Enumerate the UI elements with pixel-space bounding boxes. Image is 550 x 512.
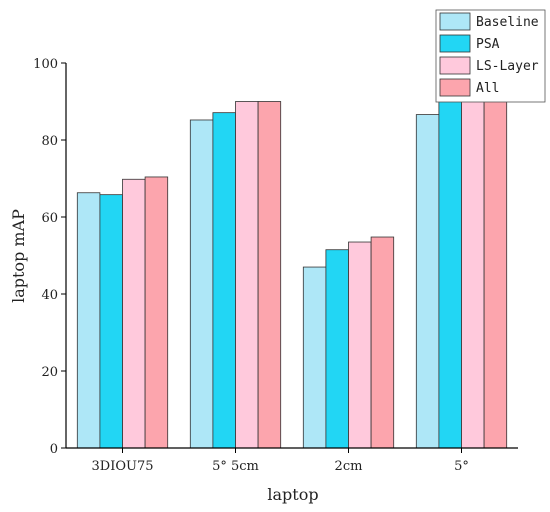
bar-psa-0 [99,194,123,449]
legend-label-ls-layer: LS-Layer [476,59,539,74]
bar-all-1 [257,101,282,449]
bar-ls-layer-2 [348,241,372,449]
bar-baseline-2 [302,266,327,449]
bar-all-3 [483,97,508,449]
x-tick-label: 3DIOU75 [92,459,154,474]
x-axis-title: laptop [267,485,318,504]
legend-swatch-ls-layer [439,56,471,75]
legend-label-baseline: Baseline [476,15,539,30]
y-tick-label: 100 [33,57,58,72]
bar-ls-layer-3 [461,96,485,449]
x-tick-label: 2cm [335,459,363,474]
bar-baseline-3 [415,114,440,449]
legend-swatch-psa [439,34,471,53]
bar-psa-2 [325,249,349,449]
bar-psa-1 [212,112,236,449]
x-tick-label: 5° 5cm [212,459,259,474]
y-tick-label: 80 [41,134,58,149]
axes-group [65,63,518,449]
y-axis-title: laptop mAP [9,209,28,303]
legend-label-all: All [476,81,499,96]
bar-psa-3 [438,100,462,449]
x-tick-label: 5° [454,459,469,474]
legend-swatch-all [439,78,471,97]
bar-ls-layer-1 [235,101,259,449]
y-tick-label: 20 [41,365,58,380]
legend: Baseline PSA LS-Layer All [435,9,546,103]
legend-swatch-baseline [439,12,471,31]
bar-baseline-1 [189,119,214,449]
bars-group [76,96,508,449]
legend-label-psa: PSA [476,37,500,52]
y-tick-label: 0 [50,442,58,457]
bar-ls-layer-0 [122,178,146,449]
bar-baseline-0 [76,192,101,449]
ticks-group: 3DIOU75 5° 5cm 2cm 5° 0 20 40 60 80 100 [33,57,469,474]
bar-all-0 [144,176,169,449]
y-tick-label: 40 [41,288,58,303]
bar-all-2 [370,236,395,449]
y-tick-label: 60 [41,211,58,226]
